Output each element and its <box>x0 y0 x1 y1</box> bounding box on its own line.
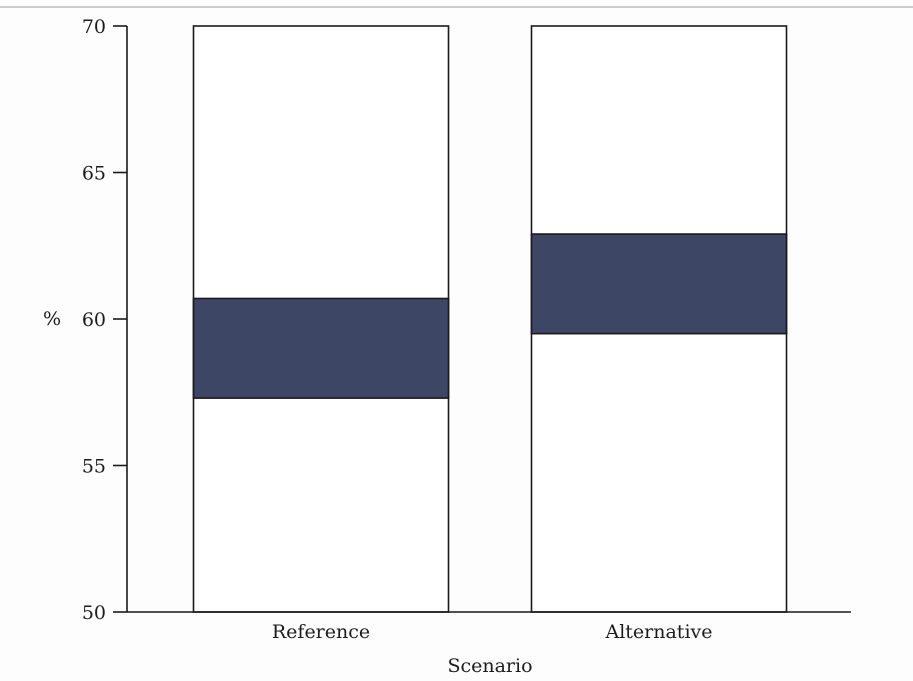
y-tick-label-65: 65 <box>82 163 106 185</box>
y-ticks-group: 50 55 60 65 70 <box>82 16 127 624</box>
range-band-alternative <box>530 233 788 335</box>
y-tick-label-70: 70 <box>82 16 106 38</box>
range-band-reference <box>192 297 450 399</box>
x-category-label-alternative: Alternative <box>604 621 712 643</box>
y-tick-label-55: 55 <box>82 456 106 478</box>
bars-group <box>192 25 788 613</box>
y-tick-label-50: 50 <box>82 602 106 624</box>
x-category-label-reference: Reference <box>272 621 370 643</box>
y-axis-title: % <box>43 308 61 330</box>
x-axis-title: Scenario <box>447 655 532 677</box>
y-tick-label-60: 60 <box>82 309 106 331</box>
x-labels-group: Reference Alternative <box>272 621 713 643</box>
